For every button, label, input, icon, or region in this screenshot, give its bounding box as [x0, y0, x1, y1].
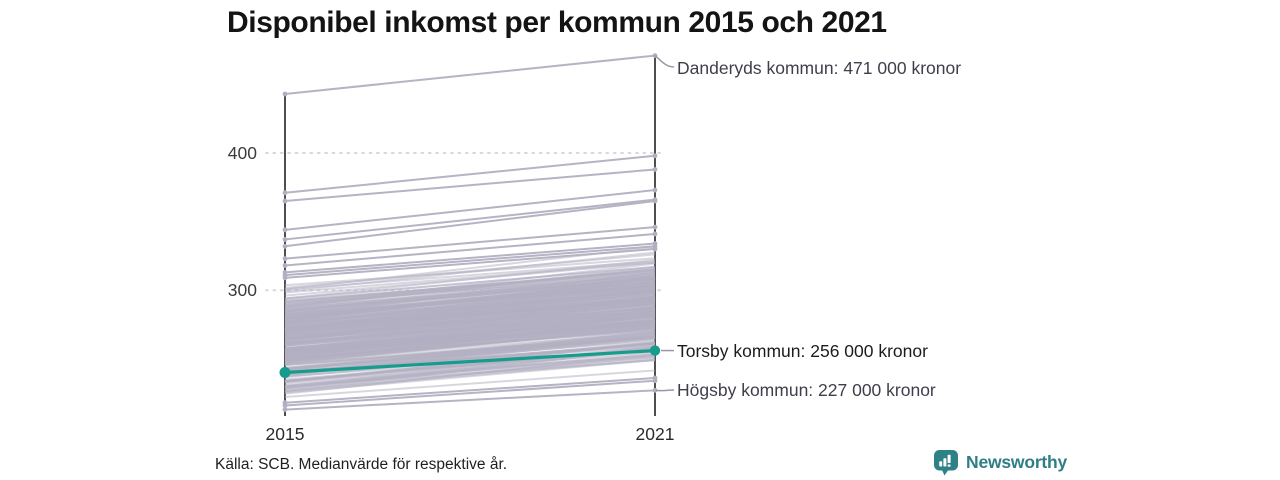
- annotation-torsby: Torsby kommun: 256 000 kronor: [677, 341, 928, 361]
- annotation-hogsby: Högsby kommun: 227 000 kronor: [677, 380, 936, 400]
- svg-text:2015: 2015: [266, 424, 305, 444]
- annotation-danderyd: Danderyds kommun: 471 000 kronor: [677, 58, 962, 78]
- brand-lockup: Newsworthy: [933, 449, 1067, 476]
- svg-text:300: 300: [228, 280, 257, 300]
- source-note: Källa: SCB. Medianvärde för respektive å…: [215, 456, 508, 473]
- svg-text:2021: 2021: [636, 424, 675, 444]
- newsworthy-bar-chart-bubble-icon: [934, 450, 958, 476]
- brand-name: Newsworthy: [966, 452, 1068, 472]
- chart-title: Disponibel inkomst per kommun 2015 och 2…: [227, 6, 887, 39]
- svg-text:400: 400: [228, 143, 257, 163]
